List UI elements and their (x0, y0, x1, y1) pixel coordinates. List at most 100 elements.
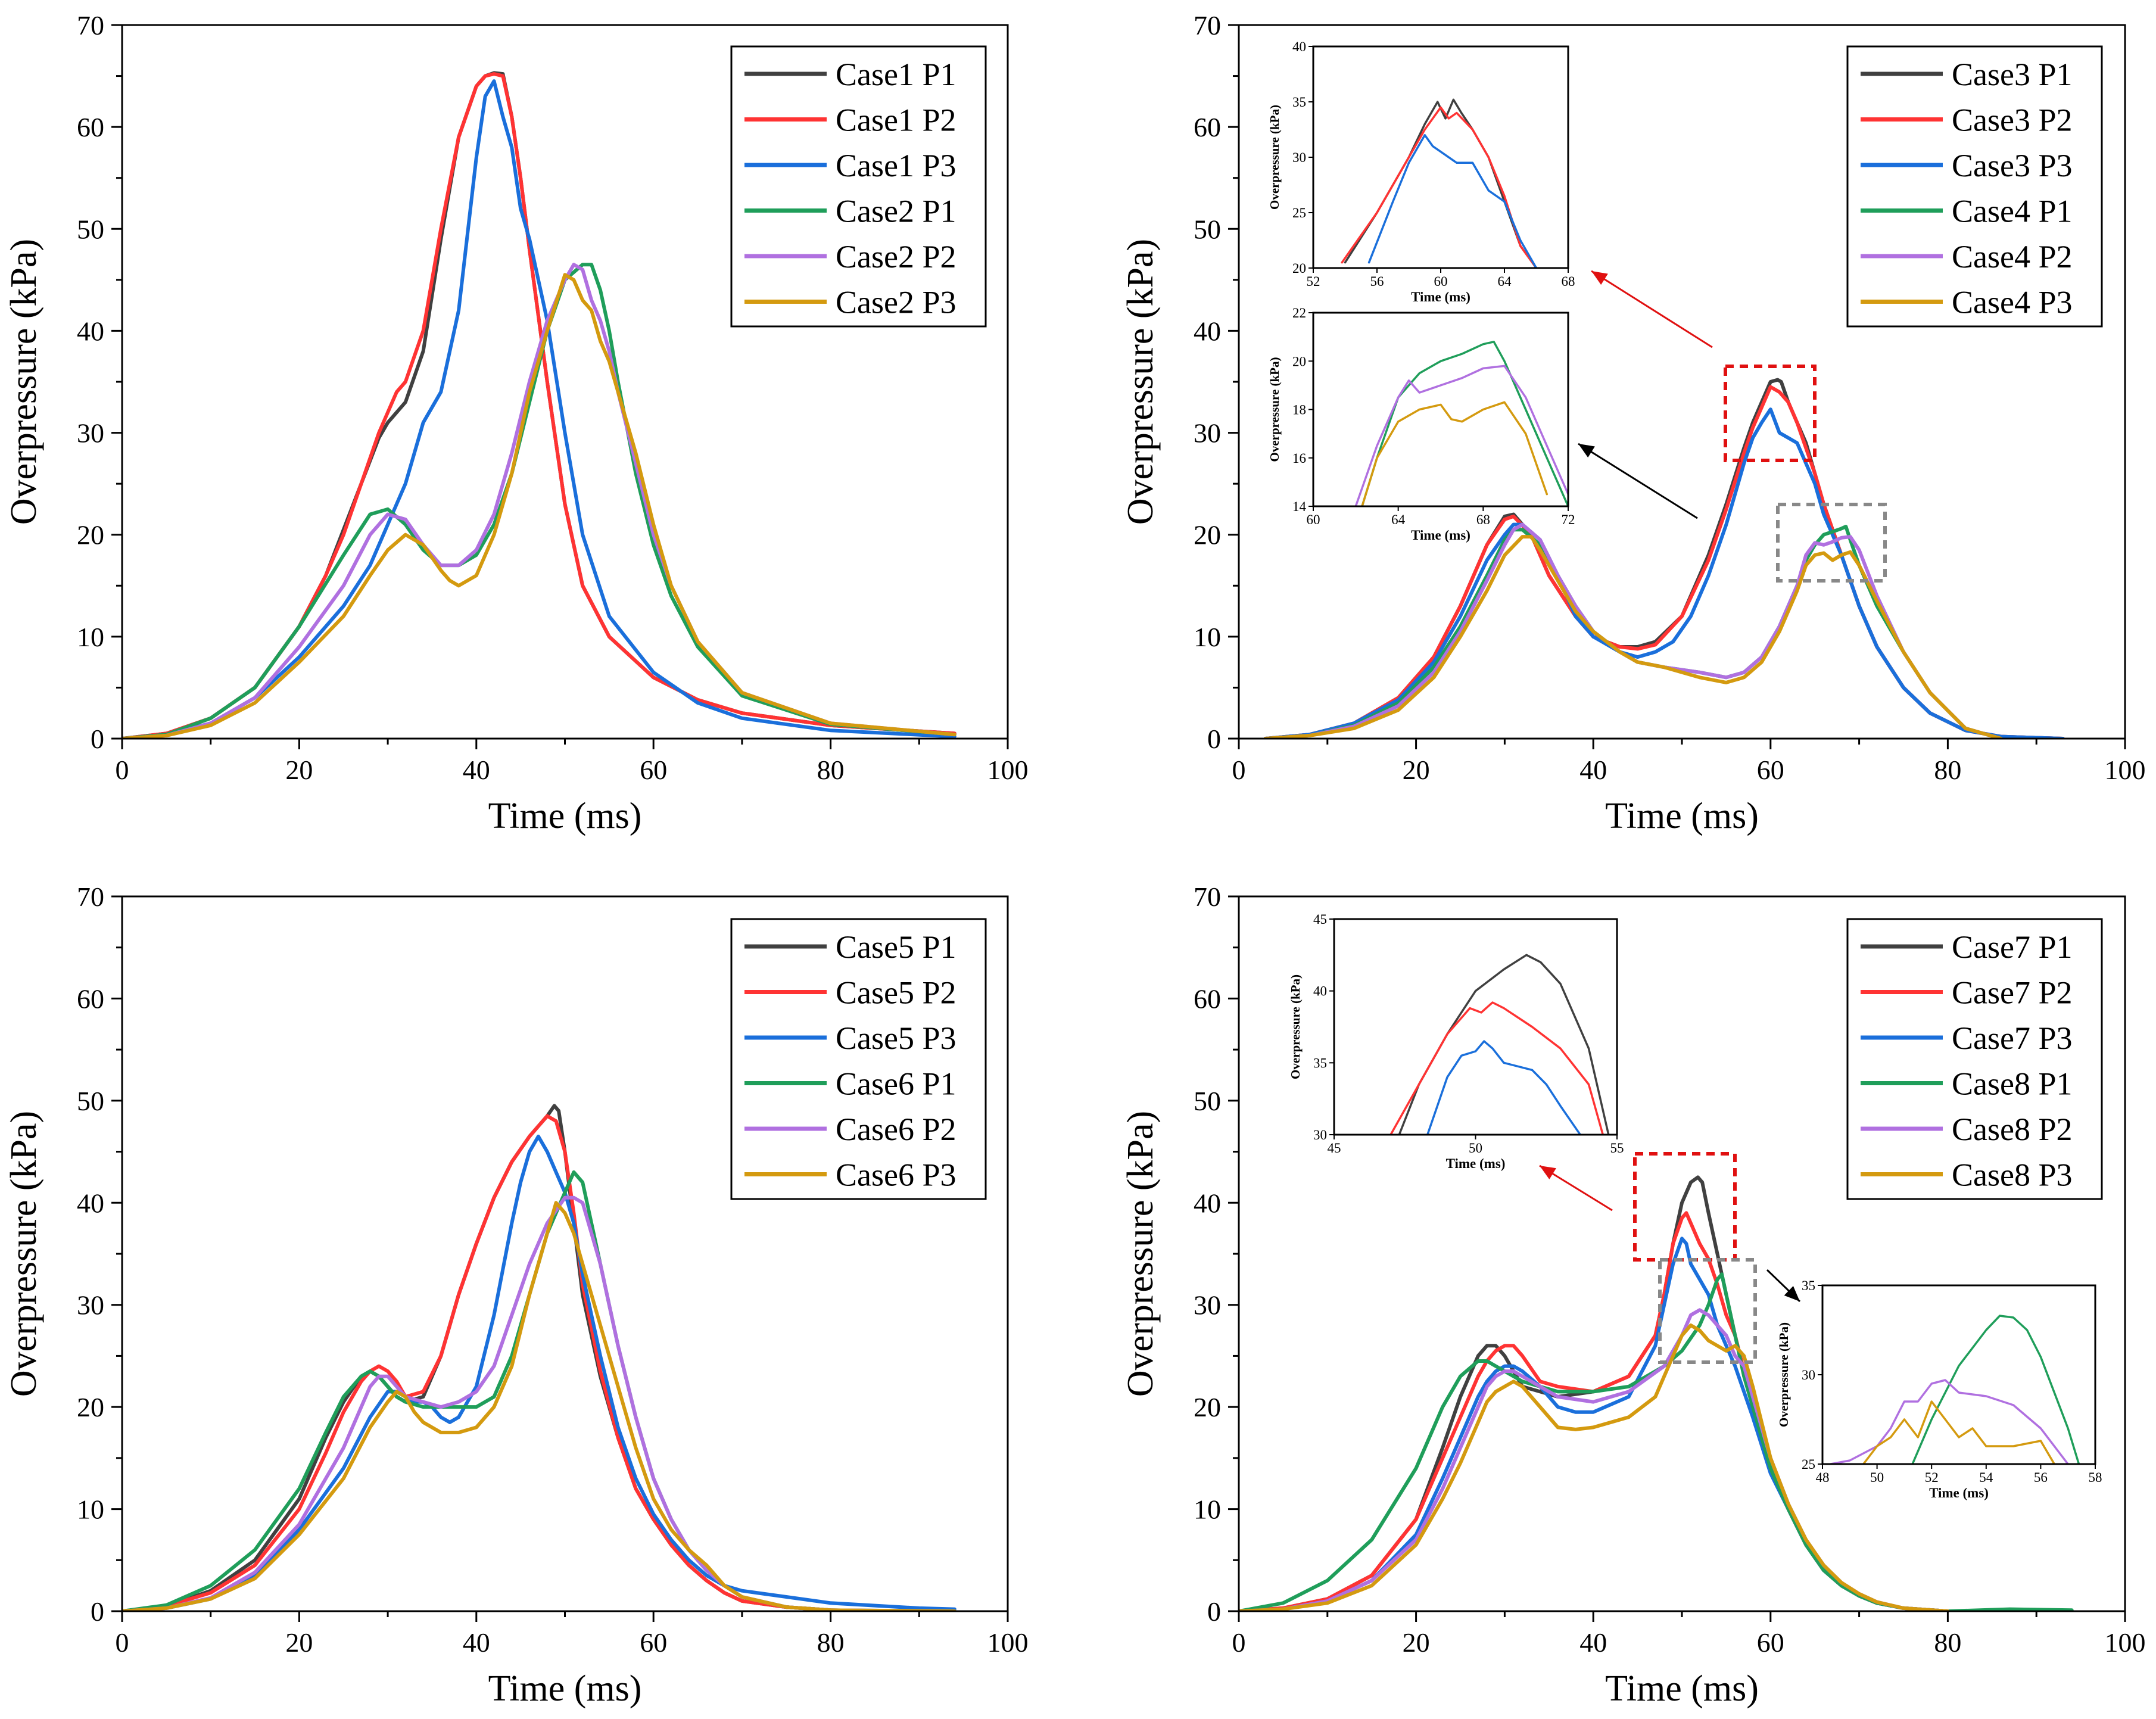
legend-frame (730, 45, 987, 328)
inset-x-tick-label: 50 (1469, 1141, 1482, 1156)
legend: Case1 P1 Case1 P2 Case1 P3 Case2 P1 Case2 P2… (730, 45, 987, 328)
zoom-box-gray-bottom (1658, 1258, 1757, 1364)
y-tick-label: 20 (1194, 520, 1221, 550)
arrow-head (1591, 271, 1608, 285)
series-line-case2-p3 (122, 273, 957, 739)
series-line-case1-p2 (122, 72, 957, 739)
x-tick-label: 60 (640, 755, 667, 785)
inset-frame (1312, 45, 1569, 269)
arrow-shaft (1591, 270, 1713, 348)
y-tick-label: 20 (77, 520, 104, 550)
x-tick-label: 20 (285, 755, 313, 785)
legend-entry: Case4 P2 (1952, 239, 2073, 275)
y-tick-label: 0 (1207, 1596, 1221, 1627)
x-tick-label: 80 (1934, 1627, 1961, 1658)
y-axis-label: Overpressure (kPa) (4, 239, 44, 525)
inset-y-tick-label: 14 (1292, 499, 1307, 514)
x-tick-label: 60 (1757, 755, 1784, 785)
legend-entry: Case2 P3 (836, 285, 957, 320)
inset-x-tick-label: 68 (1562, 274, 1575, 289)
x-tick-label: 20 (1403, 1627, 1430, 1658)
x-tick-label: 0 (116, 755, 129, 785)
inset-y-tick-label: 20 (1292, 354, 1306, 369)
x-tick-label: 0 (1232, 1627, 1246, 1658)
series-line-case4-p3 (1263, 535, 2003, 739)
chart-panel-4: 0 20 40 60 80 100 0 10 20 30 40 50 60 70 Time (ms) Over… (1120, 882, 2146, 1709)
x-tick-label: 100 (2105, 755, 2146, 785)
chart-panel-3: 0 20 40 60 80 100 0 10 20 30 40 50 60 70 Time (ms) Over… (4, 882, 1029, 1709)
series-line-case4-p1 (1263, 525, 2003, 739)
inset-y-tick-label: 30 (1313, 1128, 1327, 1142)
inset-frame (1333, 918, 1618, 1136)
y-tick-label: 70 (1194, 10, 1221, 41)
legend-frame (1846, 918, 2103, 1200)
inset-frame (1312, 312, 1569, 507)
inset-y-axis-label: Overpressure (kPa) (1267, 357, 1282, 462)
chart-panel-1: 0 20 40 60 80 100 0 10 20 30 40 50 60 70 Time (ms) Over… (4, 10, 1029, 836)
inset-chart-3: 45 50 55 30 35 40 45 Time (ms) Overpressure (kPa… (1288, 912, 1624, 1171)
series-line-case8-p2 (1829, 1379, 2069, 1464)
x-axis-label: Time (ms) (1605, 796, 1759, 836)
y-axis-label: Overpressure (kPa) (1120, 1111, 1161, 1397)
inset-x-tick-label: 45 (1328, 1141, 1341, 1156)
inset-chart-4: 48 50 52 54 56 58 25 30 35 Time (ms) Overpressure … (1777, 1278, 2102, 1500)
x-tick-label: 40 (463, 1627, 490, 1658)
legend-entry: Case5 P2 (836, 975, 957, 1011)
legend-entry: Case6 P3 (836, 1157, 957, 1193)
arrow-to-inset-gray-top (1578, 443, 1698, 519)
arrow-shaft (1578, 443, 1698, 519)
inset-x-tick-label: 60 (1307, 512, 1320, 527)
chart-panel-2: 0 20 40 60 80 100 0 10 20 30 40 50 60 70 Time (ms) Over… (1120, 10, 2146, 836)
legend-entry: Case7 P1 (1952, 929, 2073, 965)
arrow-to-inset-red-top (1591, 270, 1713, 348)
plot-frame (1238, 24, 2126, 740)
x-axis-label: Time (ms) (488, 796, 642, 836)
x-axis-label: Time (ms) (1605, 1668, 1759, 1709)
x-tick-label: 20 (1403, 755, 1430, 785)
inset-y-tick-label: 22 (1292, 306, 1306, 320)
series-line-case4-p2 (1354, 365, 1568, 506)
y-tick-label: 70 (77, 10, 104, 41)
inset-y-axis-label: Overpressure (kPa) (1267, 105, 1282, 210)
legend-entry: Case3 P1 (1952, 57, 2073, 92)
inset-y-tick-label: 35 (1802, 1278, 1815, 1293)
inset-y-tick-label: 18 (1292, 403, 1306, 418)
x-tick-label: 60 (640, 1627, 667, 1658)
plot-frame (121, 895, 1009, 1612)
x-tick-label: 80 (817, 1627, 845, 1658)
series-line-case3-p2 (1341, 106, 1538, 268)
y-tick-label: 20 (77, 1392, 104, 1422)
y-tick-label: 10 (1194, 1494, 1221, 1525)
plot-frame (121, 24, 1009, 740)
y-tick-label: 60 (77, 983, 104, 1014)
inset-y-tick-label: 25 (1802, 1457, 1815, 1472)
zoom-box-gray-top (1776, 503, 1887, 583)
inset-y-axis-label: Overpressure (kPa) (1777, 1322, 1791, 1427)
y-tick-label: 60 (1194, 112, 1221, 142)
inset-x-axis-label: Time (ms) (1929, 1486, 1989, 1500)
inset-background (1822, 1285, 2095, 1464)
series-line-case5-p3 (122, 1134, 957, 1611)
plot-frame (1238, 895, 2126, 1612)
inset-y-tick-label: 16 (1292, 451, 1306, 466)
inset-y-tick-label: 40 (1292, 39, 1306, 54)
inset-y-axis-label: Overpressure (kPa) (1288, 974, 1303, 1079)
legend-entry: Case8 P1 (1952, 1066, 2073, 1102)
x-tick-label: 40 (1579, 755, 1607, 785)
inset-x-tick-label: 54 (1979, 1470, 1993, 1485)
y-tick-label: 10 (77, 1494, 104, 1525)
x-tick-label: 60 (1757, 1627, 1784, 1658)
y-tick-label: 50 (77, 214, 104, 244)
x-tick-label: 100 (987, 755, 1029, 785)
arrow-head (1540, 1166, 1556, 1179)
y-tick-label: 40 (1194, 1188, 1221, 1218)
series-line-case6-p1 (122, 1170, 957, 1611)
y-tick-label: 50 (1194, 214, 1221, 244)
y-tick-label: 30 (1194, 1290, 1221, 1321)
legend-entry: Case1 P3 (836, 148, 957, 183)
inset-y-tick-label: 30 (1292, 150, 1306, 165)
x-tick-label: 20 (285, 1627, 313, 1658)
legend-entry: Case1 P1 (836, 57, 957, 92)
arrow-head (1578, 444, 1595, 458)
inset-x-tick-label: 64 (1391, 512, 1406, 527)
